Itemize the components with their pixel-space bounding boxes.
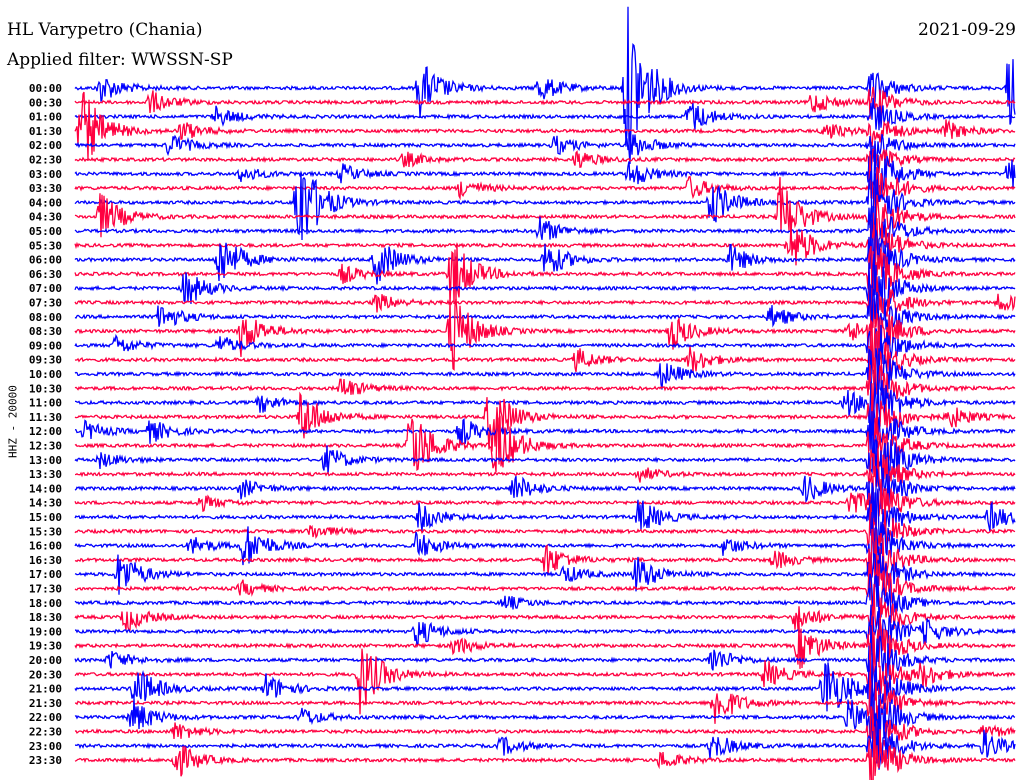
trace-row-0900 (74, 324, 1016, 378)
trace-row-2000 (74, 625, 1016, 688)
date-label: 2021-09-29 (917, 20, 1016, 40)
trace-row-2200 (74, 684, 1016, 754)
row-time-label: 19:30 (29, 640, 62, 653)
trace-row-1230 (74, 415, 1016, 484)
row-time-label: 00:00 (29, 82, 62, 95)
trace-row-0930 (74, 318, 1016, 390)
row-time-label: 18:30 (29, 611, 62, 624)
trace-row-1900 (74, 604, 1016, 655)
trace-row-0430 (74, 177, 1016, 241)
trace-row-1330 (75, 447, 1016, 496)
trace-row-1530 (74, 503, 1016, 560)
row-time-label: 02:00 (29, 139, 62, 152)
row-time-label: 15:30 (29, 525, 62, 538)
row-time-label: 12:00 (29, 425, 62, 438)
row-time-label: 16:30 (29, 554, 62, 567)
row-time-label: 19:00 (29, 625, 62, 638)
trace-row-1200 (74, 405, 1016, 453)
trace-row-1730 (74, 551, 1016, 621)
trace-row-1600 (74, 511, 1016, 580)
trace-row-0100 (74, 97, 1016, 131)
row-time-label: 00:30 (29, 96, 62, 109)
station-title: HL Varypetro (Chania) (7, 20, 203, 40)
trace-row-0300 (74, 142, 1016, 201)
row-time-label: 04:00 (29, 196, 62, 209)
row-time-label: 18:00 (29, 597, 62, 610)
row-time-label: 12:30 (29, 440, 62, 453)
row-time-label: 17:30 (29, 583, 62, 596)
trace-row-2300 (74, 713, 1016, 770)
row-time-label: 09:30 (29, 354, 62, 367)
trace-row-1430 (74, 476, 1016, 537)
row-time-label: 05:30 (29, 239, 62, 252)
trace-row-0730 (74, 276, 1016, 336)
row-time-label: 20:00 (29, 654, 62, 667)
trace-row-0500 (74, 205, 1016, 261)
row-time-label: 06:00 (29, 254, 62, 267)
trace-row-0000 (74, 6, 1016, 165)
row-time-label: 03:30 (29, 182, 62, 195)
row-time-label: 23:30 (29, 754, 62, 767)
trace-row-1800 (74, 573, 1016, 622)
trace-row-1630 (74, 528, 1016, 588)
row-time-label: 01:00 (29, 111, 62, 124)
row-time-label: 11:00 (29, 397, 62, 410)
trace-row-1830 (74, 584, 1016, 636)
trace-row-1130 (74, 383, 1016, 452)
row-time-label: 10:00 (29, 368, 62, 381)
trace-row-0630 (74, 244, 1016, 305)
row-time-label: 10:30 (29, 382, 62, 395)
trace-row-0400 (74, 170, 1016, 241)
row-time-label: 21:00 (29, 683, 62, 696)
trace-row-1500 (74, 482, 1016, 541)
trace-row-1100 (75, 379, 1016, 430)
trace-row-1000 (74, 348, 1016, 411)
trace-row-0030 (74, 86, 1016, 119)
trace-row-0130 (74, 91, 1016, 162)
trace-row-2230 (74, 706, 1016, 760)
row-time-label: 15:00 (29, 511, 62, 524)
trace-row-0200 (74, 130, 1016, 162)
trace-row-0700 (74, 253, 1016, 324)
row-time-label: 01:30 (29, 125, 62, 138)
row-time-label: 03:00 (29, 168, 62, 181)
row-time-label: 04:30 (29, 211, 62, 224)
row-time-label: 08:00 (29, 311, 62, 324)
trace-row-2100 (74, 653, 1016, 726)
trace-row-1700 (74, 552, 1016, 601)
row-time-label: 09:00 (29, 339, 62, 352)
trace-row-2130 (74, 671, 1016, 739)
trace-row-2030 (74, 642, 1016, 715)
trace-row-2330 (74, 726, 1016, 780)
trace-row-1400 (74, 467, 1016, 523)
row-time-label: 14:00 (29, 482, 62, 495)
row-time-label: 23:00 (29, 740, 62, 753)
row-time-label: 07:00 (29, 282, 62, 295)
row-time-label: 13:00 (29, 454, 62, 467)
filter-label: Applied filter: WWSSN-SP (7, 50, 233, 70)
row-time-label: 17:00 (29, 568, 62, 581)
row-time-label: 21:30 (29, 697, 62, 710)
trace-row-0600 (74, 219, 1016, 299)
trace-row-0330 (74, 154, 1016, 209)
row-time-label: 14:30 (29, 497, 62, 510)
trace-row-0230 (74, 145, 1016, 174)
row-time-label: 20:30 (29, 668, 62, 681)
trace-row-1300 (74, 436, 1016, 487)
row-time-label: 16:00 (29, 540, 62, 553)
row-time-label: 07:30 (29, 297, 62, 310)
row-time-label: 22:00 (29, 711, 62, 724)
row-time-label: 02:30 (29, 154, 62, 167)
trace-row-1030 (74, 357, 1016, 423)
trace-row-0800 (74, 283, 1016, 333)
row-time-label: 13:30 (29, 468, 62, 481)
row-time-label: 06:30 (29, 268, 62, 281)
row-time-label: 08:30 (29, 325, 62, 338)
trace-row-0830 (74, 298, 1016, 372)
row-time-label: 22:30 (29, 726, 62, 739)
trace-row-1930 (74, 615, 1016, 675)
row-time-label: 05:00 (29, 225, 62, 238)
row-time-label: 11:30 (29, 411, 62, 424)
